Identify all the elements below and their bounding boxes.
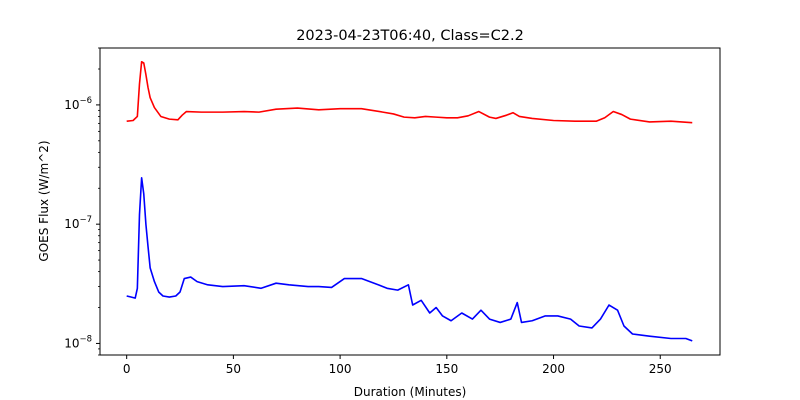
x-tick-label: 200 — [542, 362, 565, 376]
series-line-2 — [126, 176, 693, 342]
x-axis: 0 50 100 150 200 250 — [123, 355, 672, 376]
x-tick-label: 100 — [329, 362, 352, 376]
y-tick-label: 10−6 — [64, 96, 92, 112]
plot-area-frame — [99, 47, 721, 356]
x-tick-label: 150 — [435, 362, 458, 376]
chart-title: 2023-04-23T06:40, Class=C2.2 — [296, 28, 524, 44]
x-tick-label: 50 — [226, 362, 241, 376]
x-axis-title: Duration (Minutes) — [354, 385, 467, 399]
y-axis: 10−8 10−7 10−6 — [64, 47, 100, 356]
x-tick-label: 250 — [649, 362, 672, 376]
y-tick-label: 10−8 — [64, 334, 92, 350]
x-tick-label: 0 — [123, 362, 131, 376]
series-line-1 — [126, 60, 693, 124]
y-axis-title: GOES Flux (W/m^2) — [37, 140, 51, 261]
y-tick-label: 10−7 — [64, 215, 92, 231]
